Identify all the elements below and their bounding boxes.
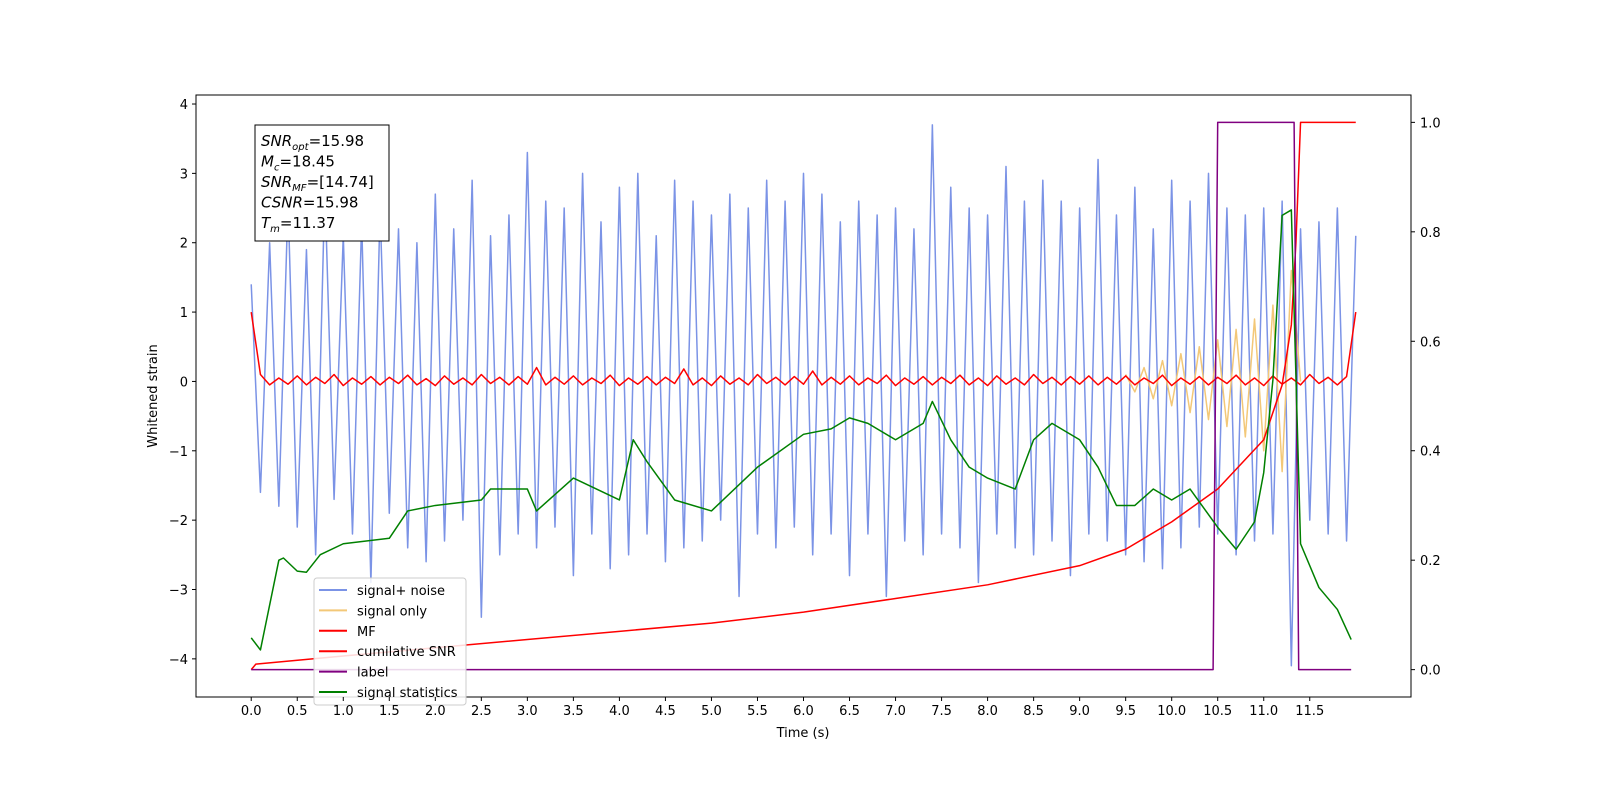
- x-tick-label: 0.5: [287, 704, 308, 719]
- y-tick-label: 0: [180, 375, 188, 390]
- x-tick-label: 7.0: [885, 704, 906, 719]
- x-tick-label: 3.5: [563, 704, 584, 719]
- legend: signal+ noise signal only MF cumilative SNR…: [313, 577, 467, 706]
- series-line: [250, 124, 1357, 667]
- annotation-value: =[14.74]: [307, 173, 374, 191]
- x-tick-label: 2.5: [471, 704, 492, 719]
- x-tick-label: 9.0: [1069, 704, 1090, 719]
- annotation-subscript: opt: [292, 142, 309, 153]
- y2-tick-label: 0.2: [1420, 554, 1441, 569]
- annotation-symbol: SNR: [261, 132, 292, 150]
- y2-tick-label: 0.6: [1420, 335, 1441, 350]
- x-tick-label: 6.5: [839, 704, 860, 719]
- annotation-text: SNRMF=[14.74]: [261, 173, 374, 194]
- series-line: [250, 311, 1357, 387]
- x-tick-label: 3.0: [517, 704, 538, 719]
- annotation-frame: [254, 124, 390, 242]
- annotation-symbol: SNR: [261, 173, 292, 191]
- x-tick-label: 4.0: [609, 704, 630, 719]
- legend-label: signal statistics: [357, 686, 458, 701]
- legend-frame: [313, 577, 467, 706]
- annotation-value: =18.45: [279, 153, 335, 171]
- y2-tick-label: 0.4: [1420, 445, 1441, 460]
- y-tick-label: −4: [169, 653, 188, 668]
- legend-label: label: [357, 666, 388, 681]
- x-tick-label: 9.5: [1115, 704, 1136, 719]
- annotation-symbol: CSNR: [261, 194, 303, 212]
- y2-tick-label: 0.0: [1420, 664, 1441, 679]
- x-tick-label: 4.5: [655, 704, 676, 719]
- x-tick-label: 6.0: [793, 704, 814, 719]
- x-tick-label: 11.5: [1295, 704, 1324, 719]
- x-tick-label: 5.0: [701, 704, 722, 719]
- legend-label: cumilative SNR: [357, 645, 456, 660]
- x-tick-label: 8.5: [1023, 704, 1044, 719]
- annotation-text: Tm=11.37: [261, 214, 335, 235]
- y-tick-label: 1: [180, 306, 188, 321]
- annotation-subscript: c: [274, 163, 280, 174]
- y-tick-label: −1: [169, 445, 188, 460]
- y-tick-label: 3: [180, 167, 188, 182]
- y-axis-label: Whitened strain: [146, 344, 161, 447]
- y2-tick-label: 1.0: [1420, 116, 1441, 131]
- x-tick-label: 1.0: [333, 704, 354, 719]
- annotation-value: =15.98: [303, 194, 359, 212]
- x-tick-label: 7.5: [931, 704, 952, 719]
- annotation-text: CSNR=15.98: [261, 194, 358, 212]
- x-axis-label: Time (s): [776, 726, 830, 741]
- x-tick-label: 0.0: [241, 704, 262, 719]
- annotation-symbol: M: [261, 153, 274, 171]
- x-tick-label: 11.0: [1249, 704, 1278, 719]
- y-tick-label: 4: [180, 98, 188, 113]
- x-tick-label: 1.5: [379, 704, 400, 719]
- y-tick-label: −2: [169, 514, 188, 529]
- series-line: [1124, 269, 1302, 473]
- annotation-value: =15.98: [309, 132, 365, 150]
- x-tick-label: 2.0: [425, 704, 446, 719]
- y-tick-label: −3: [169, 584, 188, 599]
- x-tick-label: 8.0: [977, 704, 998, 719]
- series-line: [251, 121, 1352, 671]
- x-tick-label: 5.5: [747, 704, 768, 719]
- annotation-text: Mc=18.45: [261, 153, 335, 174]
- annotation-symbol: T: [261, 214, 272, 232]
- y2-tick-label: 0.8: [1420, 226, 1441, 241]
- annotation-subscript: m: [270, 224, 280, 235]
- x-tick-label: 10.5: [1203, 704, 1232, 719]
- legend-label: signal+ noise: [357, 584, 445, 599]
- legend-label: MF: [357, 625, 376, 640]
- annotation-value: =11.37: [280, 214, 336, 232]
- annotation-text: SNRopt=15.98: [261, 132, 364, 153]
- legend-label: signal only: [357, 604, 427, 619]
- annotation-box: SNRopt=15.98Mc=18.45SNRMF=[14.74]CSNR=15…: [254, 124, 390, 242]
- y-tick-label: 2: [180, 237, 188, 252]
- series-line: [250, 209, 1352, 651]
- annotation-subscript: MF: [292, 183, 307, 194]
- x-tick-label: 10.0: [1157, 704, 1186, 719]
